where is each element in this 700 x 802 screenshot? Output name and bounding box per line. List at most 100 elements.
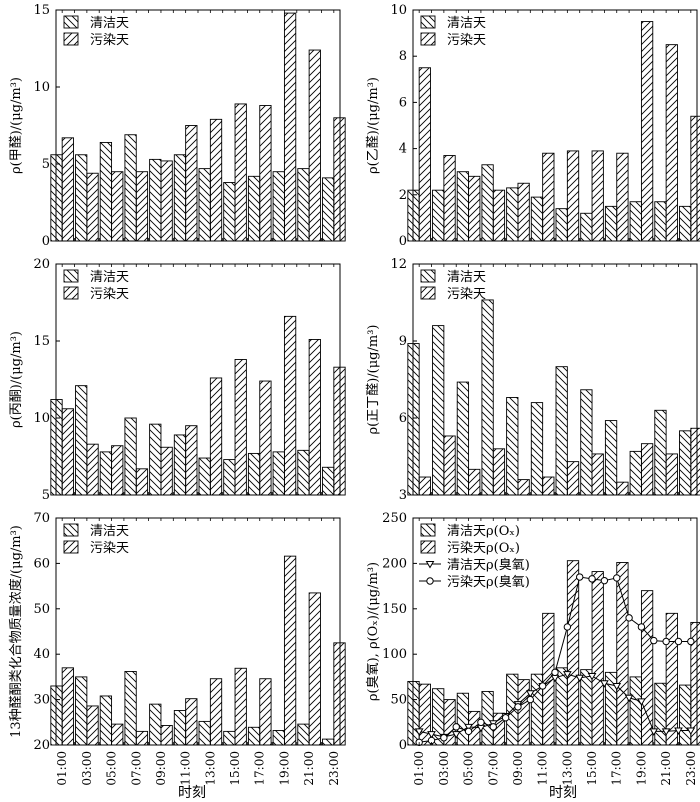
x-tick-label: 11:00 [179, 751, 193, 786]
bar-polluted [209, 118, 223, 242]
y-tick-label: 6 [399, 95, 407, 110]
bar-clean [173, 710, 187, 746]
bar-polluted [111, 445, 124, 496]
y-tick-label: 50 [390, 693, 407, 708]
bar-clean [173, 154, 187, 242]
legend-label: 清洁天 [90, 16, 129, 31]
bar-polluted [234, 667, 247, 746]
bar-polluted [135, 171, 149, 242]
bar-polluted [283, 315, 297, 496]
line-marker [562, 671, 572, 679]
bar-polluted [61, 408, 74, 496]
bar-polluted [665, 612, 678, 746]
y-tick-label: 0 [42, 234, 50, 249]
bar-polluted [640, 590, 654, 746]
bar-polluted [640, 21, 654, 242]
bar-clean [50, 399, 63, 496]
y-tick-label: 2 [399, 188, 407, 203]
x-tick-label: 21:00 [659, 751, 673, 786]
y-axis-label: 13种醛酮类化合物质量浓度/(μg/m³) [8, 525, 24, 738]
y-tick-label: 10 [390, 3, 407, 18]
y-axis-label: ρ(丙酮)/(μg/m³) [9, 331, 24, 428]
bar-polluted [308, 592, 321, 746]
bar-polluted [468, 468, 481, 496]
bar-polluted [690, 115, 700, 242]
bar-polluted [283, 555, 297, 746]
bar-clean [580, 212, 593, 242]
bar-polluted [86, 443, 99, 496]
line-marker [612, 682, 622, 691]
legend-swatch [63, 32, 79, 46]
bar-polluted [492, 189, 506, 242]
x-tick-label: 17:00 [253, 751, 267, 786]
bar-clean [173, 434, 187, 496]
x-tick-label: 21:00 [302, 751, 316, 786]
bar-clean [555, 667, 568, 746]
bar-polluted [690, 427, 700, 496]
line-marker [551, 668, 559, 677]
legend-label: 清洁天 [90, 270, 129, 285]
bar-polluted [61, 667, 74, 746]
bar-polluted [443, 155, 456, 242]
y-tick-label: 8 [399, 49, 407, 64]
legend-label: 清洁天ρ(臭氧) [447, 558, 530, 573]
bar-clean [629, 676, 642, 746]
legend-label: 污染天 [90, 287, 129, 302]
bar-polluted [111, 171, 124, 242]
line-marker [662, 637, 670, 646]
bar-polluted [443, 435, 456, 496]
bar-clean [580, 389, 593, 496]
bar-clean [50, 154, 63, 242]
bar-polluted [209, 678, 223, 746]
y-tick-label: 3 [399, 488, 407, 503]
line-marker [538, 682, 547, 690]
bar-clean [629, 450, 642, 496]
bar-polluted [517, 182, 530, 242]
legend-label: 污染天 [447, 287, 486, 302]
y-tick-label: 150 [382, 602, 407, 617]
y-tick-label: 5 [42, 488, 50, 503]
bar-polluted [61, 137, 74, 242]
bar-polluted [185, 125, 198, 242]
panel-5: 20 30 40 50 60 70 01:00 03:00 05:00 07:00 09:00 11:… [8, 511, 346, 786]
legend-swatch [63, 523, 79, 537]
y-tick-label: 4 [399, 142, 407, 157]
bar-polluted [185, 698, 198, 746]
bar-clean [272, 171, 285, 242]
legend-label: 污染天 [90, 541, 129, 556]
y-tick-label: 5 [42, 157, 50, 172]
bar-polluted [542, 152, 555, 242]
line-marker [414, 728, 424, 736]
bar-polluted [616, 562, 629, 746]
bar-polluted [418, 476, 431, 496]
bar-clean [580, 669, 593, 746]
bar-polluted [209, 377, 223, 496]
bar-polluted [135, 730, 149, 746]
line-marker [686, 727, 696, 735]
y-tick-label: 200 [382, 556, 407, 571]
bar-clean [198, 457, 211, 496]
bar-clean [297, 449, 310, 496]
bar-polluted [283, 12, 297, 242]
bar-clean [322, 177, 335, 242]
bar-polluted [616, 152, 629, 242]
bar-polluted [591, 453, 604, 496]
bar-clean [272, 730, 285, 746]
bar-clean [604, 205, 618, 242]
x-tick-label: 09:00 [511, 751, 525, 786]
bar-polluted [308, 339, 321, 496]
bar-clean [481, 299, 494, 496]
x-tick-label: 03:00 [437, 751, 451, 786]
bar-clean [124, 417, 137, 496]
y-tick-label: 12 [390, 257, 407, 272]
bar-clean [679, 430, 692, 496]
bar-clean [407, 680, 420, 746]
bar-clean [322, 738, 335, 746]
bar-clean [629, 201, 642, 242]
y-tick-label: 15 [33, 3, 50, 18]
bar-clean [247, 452, 261, 496]
y-tick-label: 20 [33, 257, 50, 272]
line-marker [637, 623, 646, 631]
